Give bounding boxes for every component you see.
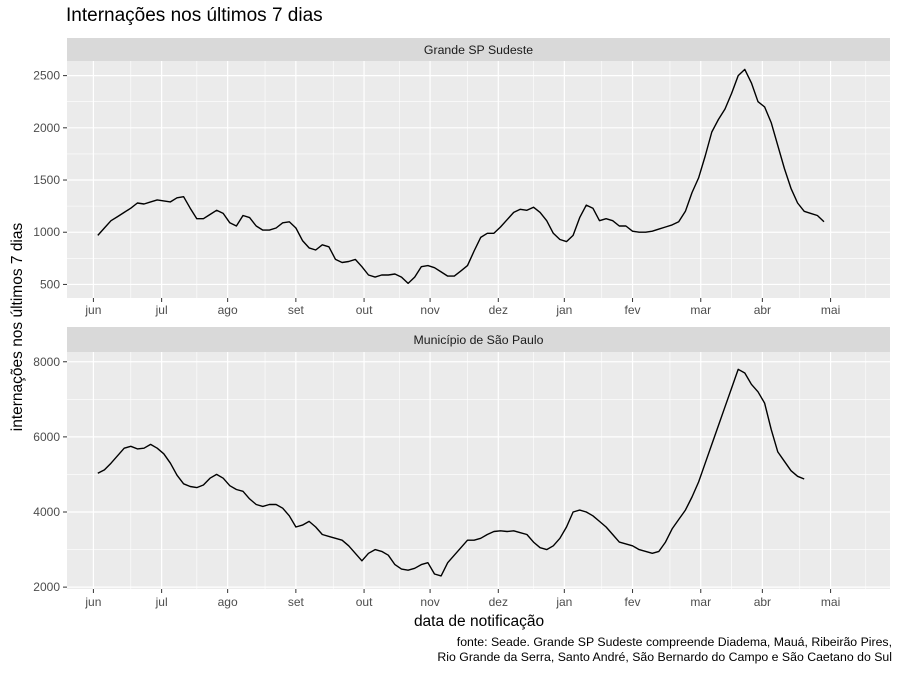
x-tick-label: mar — [690, 303, 711, 317]
panels-layer: Grande SP Sudeste 500 1000 1500 2000 2500 jun j… — [33, 38, 890, 609]
x-tick-label: nov — [420, 595, 439, 609]
series-line-0 — [97, 68, 825, 285]
panel-strip-label: Município de São Paulo — [414, 333, 544, 347]
x-tick-label: jul — [155, 595, 168, 609]
y-tick-label: 1500 — [33, 173, 60, 187]
x-tick-label: ago — [218, 595, 238, 609]
panel-strip — [67, 38, 890, 61]
x-tick-label: dez — [489, 595, 508, 609]
panel-strip — [67, 327, 890, 352]
x-tick-label: set — [288, 303, 305, 317]
x-tick-label: out — [356, 595, 373, 609]
x-tick-label: fev — [625, 303, 641, 317]
x-tick-label: dez — [489, 303, 508, 317]
x-tick-label: abr — [754, 303, 771, 317]
chart-title: Internações nos últimos 7 dias — [66, 5, 323, 26]
x-tick-label: abr — [754, 595, 771, 609]
y-tick-label: 1000 — [33, 225, 60, 239]
y-tick-label: 2500 — [33, 69, 60, 83]
panel-strip-label: Grande SP Sudeste — [424, 43, 533, 57]
x-tick-label: out — [356, 303, 373, 317]
x-tick-label: set — [288, 595, 305, 609]
y-tick-label: 2000 — [33, 580, 60, 594]
x-axis-label: data de notificação — [414, 613, 544, 630]
x-tick-label: jan — [555, 595, 572, 609]
x-tick-label: nov — [420, 303, 439, 317]
y-axis-label: internações nos últimos 7 dias — [9, 223, 26, 432]
x-tick-label: jul — [155, 303, 168, 317]
y-tick-label: 500 — [40, 277, 60, 291]
panel-0: Grande SP Sudeste 500 1000 1500 2000 2500 jun j… — [33, 38, 890, 317]
x-tick-label: mar — [690, 595, 711, 609]
source-caption: fonte: Seade. Grande SP Sudeste compreen… — [437, 635, 892, 665]
x-tick-label: ago — [218, 303, 238, 317]
panel-1: Município de São Paulo 2000 4000 6000 8000 ju… — [33, 327, 890, 609]
x-tick-label: jun — [84, 595, 101, 609]
series-line-1 — [97, 368, 805, 577]
y-tick-label: 6000 — [33, 430, 60, 444]
caption-line-2: Rio Grande da Serra, Santo André, São Be… — [437, 650, 892, 664]
x-tick-label: mai — [821, 303, 840, 317]
x-tick-label: jun — [84, 303, 101, 317]
x-tick-label: jan — [555, 303, 572, 317]
caption-line-1: fonte: Seade. Grande SP Sudeste compreen… — [456, 635, 892, 649]
y-tick-label: 8000 — [33, 355, 60, 369]
y-tick-label: 2000 — [33, 121, 60, 135]
y-tick-label: 4000 — [33, 505, 60, 519]
x-tick-label: mai — [821, 595, 840, 609]
panel-background — [67, 352, 890, 589]
x-tick-label: fev — [625, 595, 641, 609]
